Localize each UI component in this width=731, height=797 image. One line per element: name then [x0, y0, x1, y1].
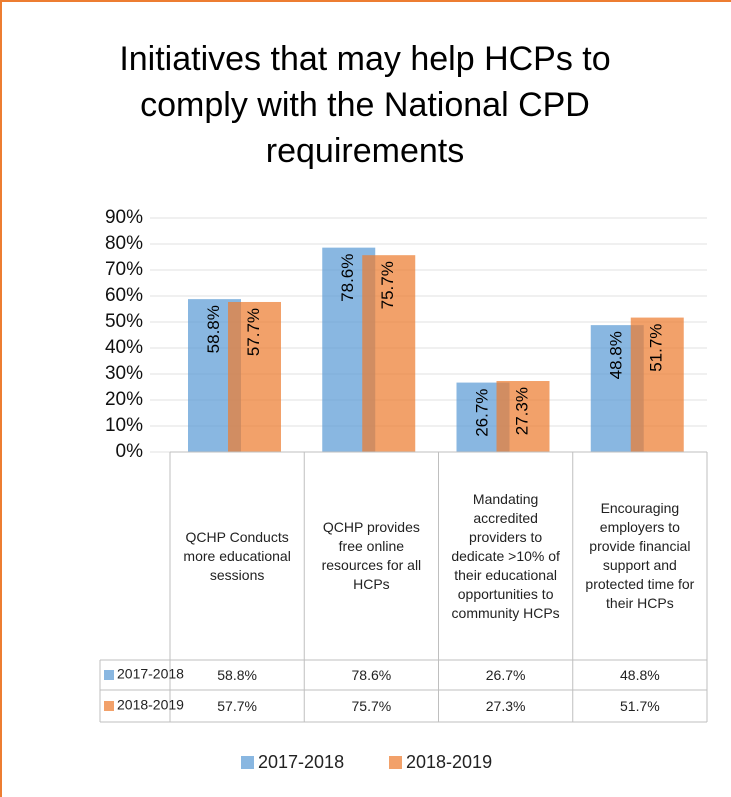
data-label: 51.7% [647, 324, 666, 372]
table-cell: 78.6% [351, 667, 392, 683]
y-tick-label: 0% [116, 441, 144, 462]
y-tick-label: 50% [105, 311, 143, 332]
y-tick-label: 80% [105, 233, 143, 254]
y-tick-label: 10% [105, 415, 143, 436]
data-label: 57.7% [244, 308, 263, 356]
legend-swatch [389, 756, 402, 769]
x-tick-label: QCHP provides free online resources for … [321, 519, 422, 592]
data-label: 27.3% [512, 387, 531, 435]
bar [630, 317, 684, 452]
table-cell: 51.7% [620, 698, 660, 714]
table-cell: 27.3% [485, 698, 526, 714]
table-cell: 58.8% [217, 667, 257, 683]
x-tick-label: Mandating accredited providers to dedica… [451, 490, 560, 621]
chart-title: Initiatives that may help HCPs to comply… [119, 40, 611, 170]
bar [228, 301, 281, 452]
y-tick-label: 30% [105, 363, 143, 384]
table-row-label: 2017-2018 [117, 666, 184, 682]
data-label: 75.7% [378, 261, 397, 309]
table-row-label: 2018-2019 [117, 697, 184, 713]
y-tick-label: 90% [105, 207, 143, 228]
x-tick-label: QCHP Conducts more educational sessions [183, 528, 291, 583]
x-tick-label: Encouraging employers to provide financi… [585, 500, 695, 611]
legend-key [104, 701, 114, 711]
data-label: 78.6% [338, 254, 357, 302]
legend-swatch [241, 756, 254, 769]
legend-key [104, 670, 114, 680]
table-cell: 48.8% [620, 667, 660, 683]
table-cell: 57.7% [217, 698, 257, 714]
y-tick-label: 60% [105, 285, 143, 306]
table-cell: 75.7% [351, 698, 392, 714]
y-tick-label: 70% [105, 259, 143, 280]
bar [362, 255, 416, 452]
data-label: 26.7% [472, 389, 491, 437]
y-tick-label: 20% [105, 389, 143, 410]
data-label: 58.8% [204, 305, 223, 353]
legend-label: 2017-2018 [258, 752, 344, 772]
table-cell: 26.7% [485, 667, 526, 683]
data-label: 48.8% [607, 331, 626, 379]
legend-label: 2018-2019 [406, 752, 492, 772]
bar [496, 381, 550, 452]
y-tick-label: 40% [105, 337, 143, 358]
